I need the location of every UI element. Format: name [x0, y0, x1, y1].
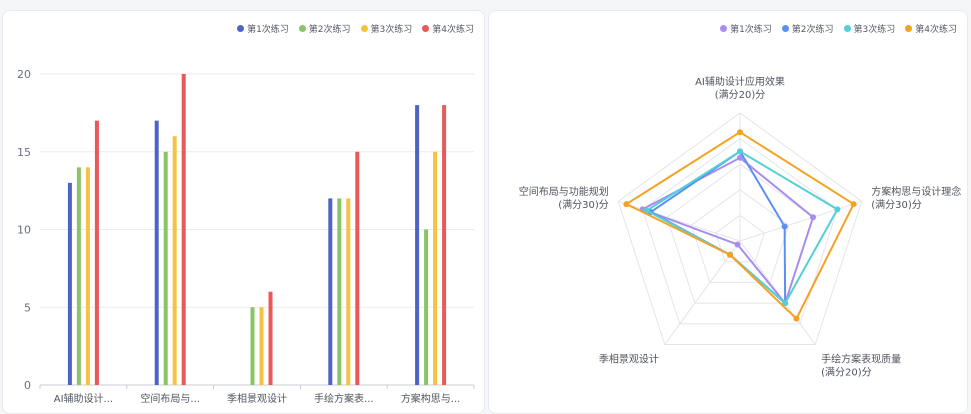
x-tick-label: 空间布局与... [140, 392, 200, 405]
legend-item[interactable]: 第4次练习 [905, 22, 957, 35]
radar-indicator-name: 方案构思与设计理念 [871, 185, 961, 198]
y-tick-label: 10 [17, 224, 31, 237]
radar-indicator-max: (满分30)分 [558, 199, 609, 211]
x-tick-label: AI辅助设计... [54, 392, 113, 405]
legend-marker [905, 25, 913, 32]
radar-series-line[interactable] [624, 131, 855, 321]
legend-marker [237, 25, 245, 32]
radar-point[interactable] [726, 251, 733, 258]
radar-point[interactable] [834, 206, 841, 213]
legend-item[interactable]: 第2次练习 [781, 22, 834, 35]
y-tick-label: 0 [24, 379, 31, 392]
radar-axis [739, 200, 862, 242]
bar[interactable] [85, 167, 90, 385]
bar[interactable] [181, 74, 186, 385]
legend-marker [843, 25, 851, 32]
radar-point[interactable] [810, 214, 817, 221]
radar-point[interactable] [793, 315, 800, 322]
legend-item[interactable]: 第2次练习 [298, 22, 351, 35]
legend-label: 第2次练习 [308, 25, 351, 35]
radar-series-line[interactable] [648, 149, 787, 306]
bar-chart-legend[interactable]: 第1次练习 第2次练习 第3次练习 第4次练习 [237, 22, 474, 35]
legend-item[interactable]: 第3次练习 [843, 22, 896, 35]
radar-point[interactable] [782, 300, 789, 307]
x-tick-label: 手绘方案表... [314, 392, 374, 405]
radar-point[interactable] [623, 201, 630, 208]
radar-point[interactable] [781, 223, 788, 230]
radar-chart-legend[interactable]: 第1次练习 第2次练习 第3次练习 第4次练习 [720, 22, 957, 35]
x-tick-label: 季相景观设计 [227, 392, 287, 405]
radar-grid-ring [715, 214, 765, 263]
radar-chart: AI辅助设计应用效果(满分20)分方案构思与设计理念(满分30)分手绘方案表现质… [519, 75, 961, 379]
x-tick-label: 方案构思与... [401, 392, 461, 405]
bar[interactable] [346, 198, 351, 385]
y-tick-label: 5 [24, 301, 31, 314]
bar-chart-panel: 第1次练习 第2次练习 第3次练习 第4次练习 0 5 10 15 20 AI辅助设计... 空间… [2, 10, 485, 414]
bar[interactable] [424, 229, 429, 386]
bar[interactable] [154, 120, 159, 386]
legend-marker [298, 25, 306, 32]
bar[interactable] [415, 105, 420, 385]
radar-point[interactable] [737, 129, 743, 136]
bar[interactable] [355, 151, 360, 385]
bar-chart: 0 5 10 15 20 AI辅助设计... 空间布局与... 季相景观设计 手绘方案表... 方… [17, 68, 475, 405]
legend-marker [360, 25, 368, 32]
legend-marker [422, 25, 430, 32]
legend-item[interactable]: 第4次练习 [422, 22, 474, 35]
legend-label: 第2次练习 [791, 25, 834, 35]
radar-indicator-name: 季相景观设计 [599, 353, 659, 366]
legend-item[interactable]: 第1次练习 [237, 22, 289, 35]
legend-item[interactable]: 第3次练习 [360, 22, 413, 35]
bar[interactable] [328, 198, 333, 385]
bar[interactable] [172, 136, 177, 385]
radar-indicator-max: (满分30)分 [871, 199, 922, 211]
bar[interactable] [67, 182, 72, 385]
radar-point[interactable] [734, 241, 741, 248]
legend-label: 第3次练习 [370, 25, 413, 35]
radar-point[interactable] [737, 154, 743, 161]
legend-label: 第1次练习 [247, 25, 289, 35]
radar-point[interactable] [737, 148, 743, 155]
legend-marker [720, 25, 728, 32]
radar-indicator-max: (满分20)分 [715, 89, 766, 101]
bar[interactable] [259, 307, 264, 385]
radar-grid-ring [642, 137, 838, 325]
radar-point[interactable] [850, 201, 857, 208]
radar-indicator-name: AI辅助设计应用效果 [695, 75, 785, 88]
legend-label: 第4次练习 [432, 25, 474, 35]
y-tick-label: 20 [17, 68, 31, 81]
legend-label: 第4次练习 [915, 25, 957, 35]
radar-indicator-name: 空间布局与功能规划 [519, 185, 609, 198]
bar[interactable] [163, 151, 168, 385]
radar-axis [664, 240, 741, 345]
legend-label: 第3次练习 [853, 25, 896, 35]
radar-series-line[interactable] [640, 156, 815, 306]
bar[interactable] [337, 198, 342, 385]
radar-indicator-max: (满分20)分 [821, 367, 872, 379]
bar[interactable] [442, 105, 447, 385]
radar-series-line[interactable] [644, 150, 839, 305]
y-tick-label: 15 [17, 146, 31, 159]
legend-marker [781, 25, 789, 32]
bar[interactable] [433, 151, 438, 385]
legend-item[interactable]: 第1次练习 [720, 22, 772, 35]
radar-chart-panel: 第1次练习 第2次练习 第3次练习 第4次练习 AI辅助设计应用效果 (满分20)分 方案… [488, 10, 968, 414]
bar[interactable] [94, 120, 99, 386]
bar[interactable] [250, 307, 255, 385]
radar-grid-ring [617, 112, 863, 346]
radar-axis [618, 200, 741, 242]
radar-indicator-name: 手绘方案表现质量 [821, 353, 901, 366]
bar[interactable] [76, 167, 81, 385]
bar[interactable] [268, 291, 273, 385]
legend-label: 第1次练习 [730, 25, 772, 35]
